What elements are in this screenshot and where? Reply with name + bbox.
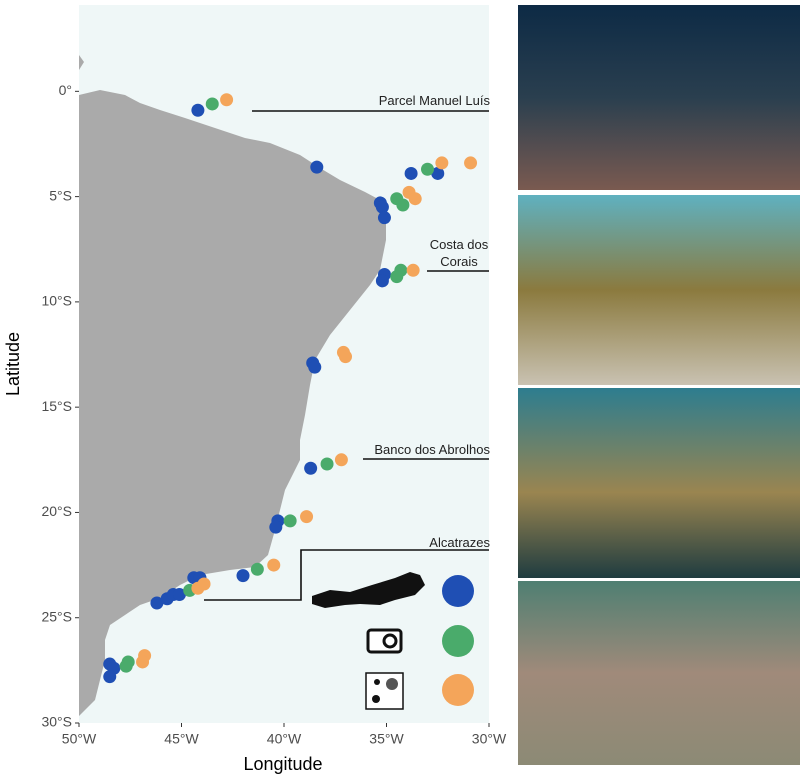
site-point [375,274,389,288]
x-tick-label: 50°W [62,731,97,747]
site-point [431,166,445,180]
site-point [250,562,264,576]
site-point [269,520,283,534]
legend-swatch [442,575,474,607]
site-point [320,457,334,471]
annotation: Costa dos Corais [429,237,489,269]
y-tick-label: 25°S [41,608,72,624]
quadrat-icon [372,695,380,703]
site-point [150,596,164,610]
site-point [334,453,348,467]
land [79,55,84,70]
camera-icon [382,633,398,649]
site-point [267,558,281,572]
site-point [375,200,389,214]
annotation: Alcatrazes [429,535,490,550]
x-tick-label: 40°W [267,731,302,747]
site-point [435,156,449,170]
legend [312,572,425,710]
legend-swatch [442,674,474,706]
site-point [406,263,420,277]
x-axis-title: Longitude [243,754,322,774]
site-point [119,659,133,673]
photo-reef [518,5,800,190]
site-point [390,270,404,284]
legend-swatch [442,625,474,657]
y-tick-label: 0° [59,82,72,98]
quadrat-icon [386,678,398,690]
y-tick-label: 30°S [41,714,72,730]
site-point [339,350,352,364]
site-point [172,588,186,602]
x-tick-label: 30°W [472,731,507,747]
x-tick-label: 45°W [164,731,199,747]
site-point [304,461,318,475]
land [79,90,386,716]
photo-fish-school [518,195,800,385]
site-point [377,211,391,225]
site-point [308,360,322,374]
annotation-line [204,549,489,601]
y-tick-label: 15°S [41,398,72,414]
y-tick-label: 10°S [41,293,72,309]
site-point [310,160,324,174]
site-point [103,670,117,684]
site-point [464,156,478,170]
site-point [421,162,434,176]
photo-fire-coral [518,388,800,578]
site-point [408,192,422,206]
annotation: Parcel Manuel Luís [378,93,490,108]
site-point [220,93,234,107]
site-point [236,569,250,583]
y-axis-title: Latitude [3,332,23,396]
y-tick-label: 20°S [41,503,72,519]
quadrat-icon [374,679,380,685]
site-point [205,97,219,111]
site-point [191,103,205,117]
y-tick-label: 5°S [49,187,72,203]
x-tick-label: 35°W [369,731,404,747]
site-point [283,514,297,528]
site-point [136,655,150,669]
site-point [300,510,314,524]
quadrat-icon [365,672,404,710]
site-point [404,166,418,180]
photo-brain-coral [518,581,800,765]
site-point [191,581,205,595]
annotation: Banco dos Abrolhos [374,442,490,457]
site-point [396,198,410,212]
annotation-lines [204,110,489,601]
diver-icon [312,572,425,608]
